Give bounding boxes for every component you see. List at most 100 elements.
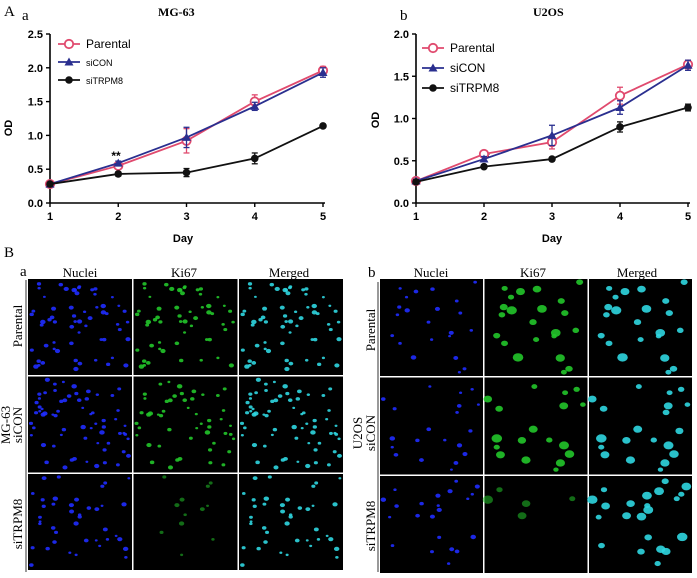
cell-spot [216, 296, 220, 299]
cell-spot [336, 320, 341, 324]
cell-spot [36, 282, 42, 286]
cell-spot [617, 353, 628, 362]
cell-spot [240, 312, 245, 317]
micro-a-row-parental: Parental [10, 304, 25, 347]
micrograph-sitrpm8-merged [587, 476, 692, 573]
cell-spot [59, 433, 63, 437]
cell-spot [644, 534, 652, 541]
cell-spot [496, 487, 503, 493]
micrograph-background [28, 474, 132, 570]
cell-spot [576, 279, 584, 285]
cell-spot [69, 509, 75, 514]
micrograph-background [380, 476, 483, 573]
cell-spot [251, 361, 257, 365]
cell-spot [84, 397, 90, 401]
cell-spot [635, 384, 642, 389]
micrograph-parental-ki67 [133, 279, 238, 375]
cell-spot [38, 410, 42, 413]
cell-spot [101, 418, 106, 423]
micrograph-background [484, 377, 588, 475]
cell-spot [663, 402, 673, 410]
cell-spot [51, 413, 55, 416]
cell-spot [336, 337, 342, 342]
x-tick-label: 3 [183, 211, 189, 223]
chart-b-ylabel: OD [370, 112, 382, 129]
micrograph-sicon-nuclei [28, 376, 132, 473]
cell-spot [253, 411, 259, 416]
cell-spot [164, 282, 169, 287]
cell-spot [114, 417, 118, 421]
cell-spot [83, 538, 89, 543]
micrograph-background [28, 279, 132, 375]
cell-spot [228, 363, 235, 368]
cell-spot [241, 546, 246, 550]
cell-spot [174, 305, 180, 310]
data-point-sicon [250, 101, 260, 110]
cell-spot [157, 341, 162, 344]
cell-spot [61, 380, 65, 384]
cell-spot [71, 314, 77, 318]
cell-spot [142, 282, 147, 286]
cell-spot [309, 544, 313, 548]
x-tick-label: 1 [47, 211, 53, 223]
cell-spot [73, 320, 77, 323]
cell-spot [102, 461, 107, 465]
cell-spot [105, 362, 111, 367]
micro-a-col-ki67: Ki67 [171, 265, 198, 280]
cell-spot [167, 427, 172, 432]
cell-spot [53, 388, 57, 392]
cell-spot [124, 556, 128, 559]
cell-spot [599, 405, 608, 412]
legend-marker [428, 63, 438, 72]
cell-spot [62, 398, 68, 403]
cell-spot [198, 287, 204, 291]
cell-spot [198, 292, 203, 296]
legend-label: Parental [450, 41, 495, 55]
cell-spot [206, 418, 212, 423]
cell-spot [393, 488, 397, 492]
cell-spot [532, 285, 542, 293]
cell-spot [145, 323, 150, 327]
micrograph-parental-merged [589, 279, 692, 376]
cell-spot [285, 553, 289, 557]
cell-spot [227, 450, 232, 454]
cell-spot [501, 285, 508, 291]
cell-spot [265, 348, 272, 354]
cell-spot [517, 437, 527, 444]
cell-spot [313, 461, 318, 465]
chart-b-title: U2OS [533, 5, 564, 19]
cell-spot [82, 310, 87, 314]
cell-spot [311, 303, 317, 309]
cell-spot [462, 452, 468, 457]
y-tick-label: 1.0 [28, 130, 43, 142]
cell-spot [77, 331, 81, 334]
cell-spot [44, 377, 50, 382]
cell-spot [605, 340, 613, 347]
cell-spot [179, 497, 185, 502]
cell-spot [114, 534, 118, 538]
cell-spot [398, 287, 402, 290]
cell-spot [94, 463, 100, 469]
x-tick-label: 4 [252, 211, 259, 223]
cell-spot [94, 422, 98, 425]
cell-spot [398, 341, 402, 345]
cell-spot [50, 526, 56, 530]
cell-spot [100, 504, 104, 507]
cell-spot [661, 478, 669, 485]
cell-spot [454, 479, 459, 483]
cell-spot [413, 289, 419, 294]
cell-spot [52, 540, 57, 544]
cell-spot [255, 377, 261, 382]
cell-spot [37, 392, 42, 396]
cell-spot [160, 348, 166, 354]
cell-spot [565, 365, 573, 372]
cell-spot [178, 358, 184, 363]
cell-spot [280, 509, 286, 514]
cell-spot [288, 331, 292, 334]
cell-spot [77, 515, 82, 519]
legend-label: siTRPM8 [86, 76, 123, 86]
cell-spot [551, 333, 557, 339]
cell-spot [44, 460, 49, 465]
cell-spot [71, 287, 78, 293]
cell-spot [603, 312, 610, 318]
